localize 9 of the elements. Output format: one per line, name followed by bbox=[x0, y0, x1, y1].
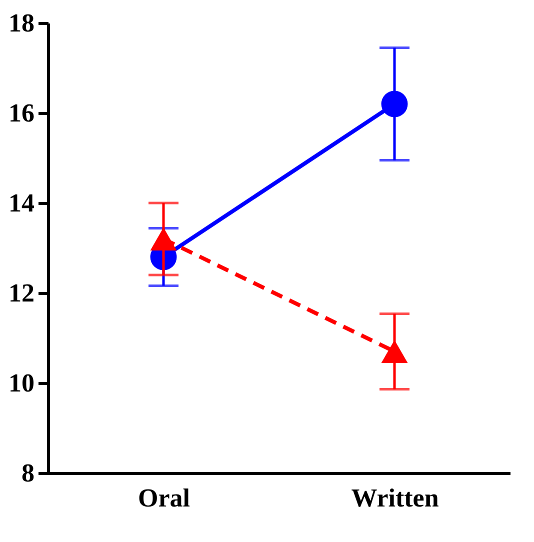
y-tick-label: 8 bbox=[22, 458, 34, 488]
y-tick-label: 18 bbox=[8, 8, 34, 38]
x-tick-label: Written bbox=[351, 484, 440, 512]
y-tick-label: 12 bbox=[8, 278, 34, 308]
y-tick-label: 14 bbox=[8, 188, 34, 218]
point bbox=[381, 90, 408, 118]
x-tick-label: Oral bbox=[138, 484, 190, 512]
y-tick-label: 16 bbox=[8, 98, 34, 128]
y-tick-label: 10 bbox=[8, 368, 34, 398]
